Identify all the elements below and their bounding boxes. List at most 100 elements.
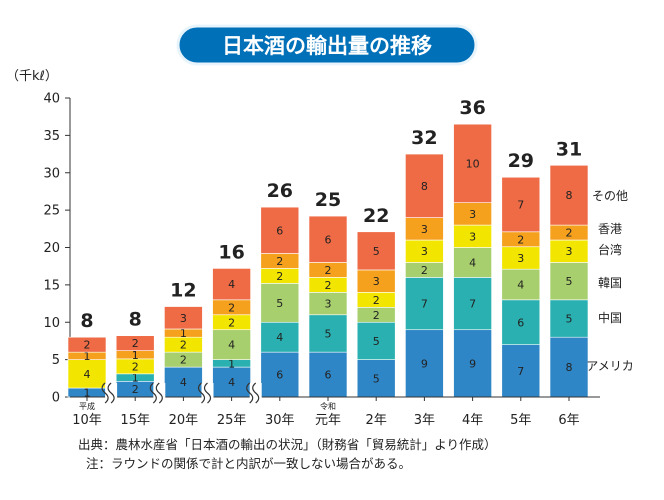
segment-label: 5 (566, 313, 573, 326)
y-tick-label: 0 (52, 391, 60, 406)
segment-label: 6 (325, 369, 332, 382)
segment-label: 2 (132, 337, 139, 350)
segment-label: 5 (566, 275, 573, 288)
segment-label: 2 (325, 279, 332, 292)
segment-label: 7 (517, 199, 524, 212)
segment-label: 8 (566, 361, 573, 374)
total-label: 36 (459, 97, 485, 119)
segment-label: 5 (373, 372, 380, 385)
total-label: 16 (218, 241, 244, 263)
y-tick-label: 15 (43, 278, 60, 293)
segment-label: 3 (421, 245, 428, 258)
y-axis: 0 5 10 15 20 25 30 35 40 (43, 92, 71, 406)
bar-segment (164, 366, 203, 398)
bar-segment (453, 123, 492, 203)
total-label: 22 (363, 205, 389, 227)
segment-label: 4 (228, 278, 235, 291)
total-label: 8 (129, 309, 142, 331)
segment-label: 4 (180, 376, 187, 389)
bar-stack: 9 7 4 3 3 10 36 (453, 97, 492, 398)
bar-segment (501, 299, 541, 345)
bar-segment (549, 299, 589, 338)
y-tick-label: 30 (43, 166, 60, 181)
axis-break-line (107, 382, 115, 404)
x-tick-label: 3年 (414, 413, 435, 428)
segment-label: 3 (421, 223, 428, 236)
axis-break-line (252, 382, 260, 404)
y-tick-label: 40 (43, 92, 60, 107)
bar-stack: 6 5 3 2 2 6 25 (308, 189, 348, 398)
segment-label: 7 (421, 298, 428, 311)
y-tick-label: 5 (52, 353, 60, 368)
segment-label: 2 (84, 339, 91, 352)
segment-label: 2 (325, 264, 332, 277)
legend-item: 韓国 (598, 276, 622, 290)
total-label: 32 (411, 127, 437, 149)
segment-label: 6 (276, 369, 283, 382)
segment-label: 2 (228, 316, 235, 329)
total-label: 29 (508, 150, 534, 172)
x-tick-label: 元年 (315, 413, 341, 428)
segment-label: 2 (373, 309, 380, 322)
segment-label: 4 (469, 256, 476, 269)
bar-segment (260, 351, 300, 398)
legend-item: アメリカ (586, 359, 633, 373)
segment-label: 3 (469, 208, 476, 221)
axis-break-line (203, 382, 212, 404)
segment-label: 1 (84, 387, 91, 400)
segment-label: 8 (566, 189, 573, 202)
segment-label: 3 (180, 312, 187, 325)
rounding-note: 注：ラウンドの関係で計と内訳が一致しない場合がある。 (86, 456, 412, 471)
bar-segment (501, 344, 541, 398)
segment-label: 2 (566, 227, 573, 240)
bar-segment (260, 206, 300, 254)
bar-segment (212, 329, 251, 360)
segment-label: 1 (84, 350, 91, 363)
segment-label: 5 (276, 297, 283, 310)
segment-label: 4 (276, 331, 283, 344)
bar-stack: 7 6 4 3 2 7 29 (501, 150, 541, 398)
bar-segment (260, 321, 300, 353)
bar-segment (67, 359, 107, 389)
segment-label: 6 (325, 233, 332, 246)
bar-segment (356, 231, 396, 271)
bar-segment (356, 321, 396, 360)
title-pill (176, 24, 478, 66)
bar-segment (67, 336, 107, 353)
segment-label: 2 (132, 360, 139, 373)
x-axis: 10年 平成 15年 20年 25年 30年 元年 令和 2年 3年 4年 5年 6年 (70, 382, 600, 428)
segment-label: 1 (228, 357, 235, 370)
segment-label: 10 (466, 157, 480, 170)
bar-segment (308, 351, 348, 398)
bar-segment (115, 335, 155, 351)
segment-label: 1 (132, 372, 139, 385)
x-tick-label: 25年 (217, 413, 247, 428)
segment-label: 3 (517, 252, 524, 265)
segment-label: 2 (228, 301, 235, 314)
segment-label: 5 (325, 327, 332, 340)
y-tick-label: 25 (43, 204, 60, 219)
bar-stack: 8 5 5 3 2 8 31 (549, 138, 589, 398)
x-tick-label: 6年 (558, 413, 579, 428)
x-tick-label: 20年 (169, 413, 199, 428)
source-note: 出典：農林水産省「日本酒の輸出の状況」（財務省「貿易統計」より作成） (78, 437, 497, 452)
segment-label: 3 (566, 245, 573, 258)
segment-label: 9 (421, 357, 428, 370)
era-label: 平成 (79, 401, 95, 411)
segment-label: 8 (421, 180, 428, 193)
segment-label: 1 (132, 349, 139, 362)
bar-segment (212, 268, 251, 301)
total-label: 8 (80, 310, 93, 332)
x-tick-label: 4年 (462, 413, 483, 428)
axis-break-mark (246, 382, 262, 404)
segment-label: 3 (373, 275, 380, 288)
y-tick-label: 20 (43, 241, 60, 256)
segment-label: 1 (180, 327, 187, 340)
axis-break-line (197, 382, 206, 404)
y-tick-label: 10 (43, 316, 60, 331)
x-tick-label: 15年 (120, 413, 150, 428)
